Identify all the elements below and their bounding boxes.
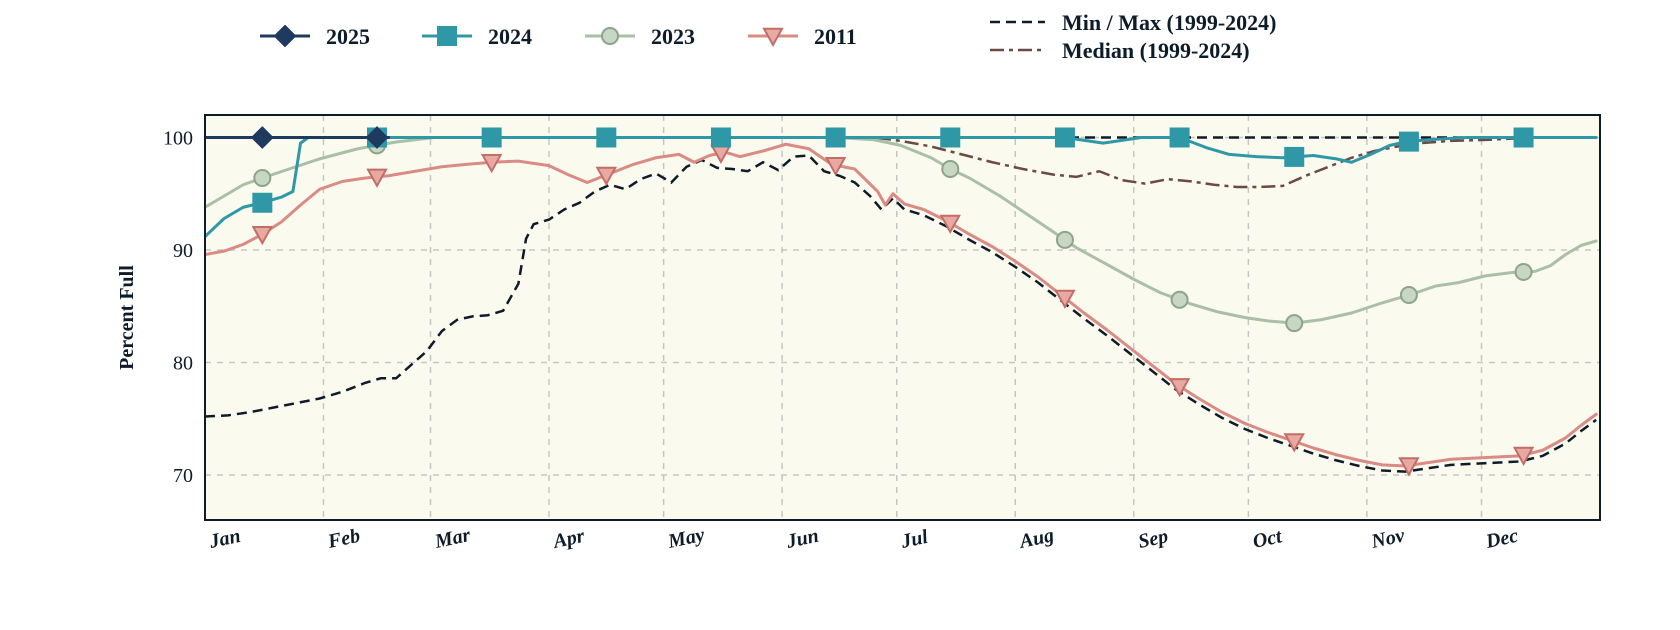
y-tick-label: 70: [173, 465, 193, 487]
legend-label-s2011: 2011: [814, 24, 857, 49]
x-tick-label: Apr: [549, 525, 586, 553]
legend-label-s2024: 2024: [488, 24, 532, 49]
legend-label-s2025: 2025: [326, 24, 370, 49]
legend-label-s2023: 2023: [651, 24, 695, 49]
x-tick-label: Jan: [206, 525, 242, 553]
x-tick-label: May: [665, 524, 707, 553]
y-tick-label: 90: [173, 240, 193, 262]
x-tick-label: Jul: [898, 526, 930, 553]
x-tick-label: Sep: [1136, 525, 1170, 553]
y-axis-label: Percent Full: [116, 265, 138, 370]
x-tick-label: Oct: [1251, 525, 1285, 553]
chart-container: 70 80 90 100 Percent Full Jan Feb Mar Apr May Jun J…: [0, 0, 1680, 630]
legend-label-median: Median (1999-2024): [1062, 38, 1250, 63]
chart-svg: 70 80 90 100 Percent Full Jan Feb Mar Apr May Jun J…: [0, 0, 1680, 630]
x-tick-label: Dec: [1483, 525, 1520, 553]
y-tick-label: 100: [163, 128, 193, 150]
x-tick-label: Jun: [784, 525, 821, 553]
x-tick-label: Aug: [1016, 524, 1056, 553]
x-tick-label: Feb: [325, 525, 362, 553]
legend-label-minmax: Min / Max (1999-2024): [1062, 10, 1276, 35]
y-tick-label: 80: [173, 353, 193, 375]
x-tick-label: Nov: [1368, 524, 1407, 553]
x-tick-label: Mar: [432, 524, 473, 553]
